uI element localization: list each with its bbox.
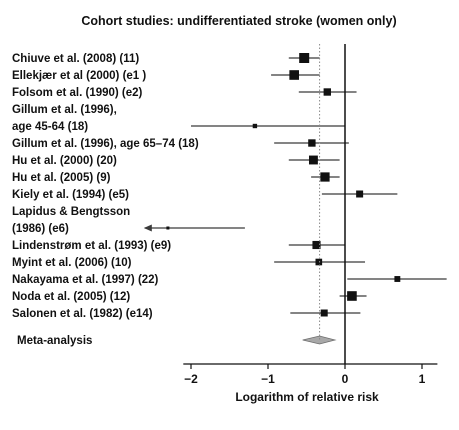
study-row: Gillum et al. (1996), age 65–74 (18) xyxy=(12,138,349,150)
point-estimate xyxy=(315,258,323,266)
point-estimate xyxy=(252,123,258,129)
x-axis-title: Logarithm of relative risk xyxy=(235,390,379,404)
point-estimate xyxy=(308,139,316,147)
point-estimate xyxy=(356,190,364,198)
chart-title: Cohort studies: undifferentiated stroke … xyxy=(81,14,396,28)
study-row: Folsom et al. (1990) (e2) xyxy=(12,87,357,99)
point-estimate xyxy=(320,309,328,317)
study-row: Gillum et al. (1996), age 45-64 (18) xyxy=(12,104,345,133)
point-estimate xyxy=(347,291,357,301)
point-estimate xyxy=(289,70,299,80)
point-estimate xyxy=(320,172,330,182)
left-arrow-head xyxy=(143,224,152,232)
study-row: Kiely et al. (1994) (e5) xyxy=(12,189,398,201)
x-tick-label: 0 xyxy=(342,372,349,386)
study-label: Gillum et al. (1996), xyxy=(12,104,117,116)
point-estimate xyxy=(299,53,310,63)
study-label: Lindenstrøm et al. (1993) (e9) xyxy=(12,240,171,252)
study-label: Kiely et al. (1994) (e5) xyxy=(12,189,129,201)
point-estimate xyxy=(308,155,318,165)
study-label: Lapidus & Bengtsson xyxy=(12,206,130,218)
study-label: Gillum et al. (1996), age 65–74 (18) xyxy=(12,138,199,150)
study-row: Lapidus & Bengtsson (1986) (e6) xyxy=(12,206,245,235)
study-row: Lindenstrøm et al. (1993) (e9) xyxy=(12,240,345,252)
x-tick-label: −1 xyxy=(261,372,275,386)
point-estimate xyxy=(323,88,331,96)
study-label: Noda et al. (2005) (12) xyxy=(12,291,130,303)
study-row: Hu et al. (2005) (9) xyxy=(12,172,340,184)
study-label: Hu et al. (2005) (9) xyxy=(12,172,111,184)
point-estimate xyxy=(394,276,401,282)
study-label: (1986) (e6) xyxy=(12,223,69,235)
meta-analysis-label: Meta-analysis xyxy=(17,335,92,347)
study-label: Nakayama et al. (1997) (22) xyxy=(12,274,159,286)
study-label: Chiuve et al. (2008) (11) xyxy=(12,53,139,65)
study-label: age 45-64 (18) xyxy=(12,121,88,133)
study-label: Salonen et al. (1982) (e14) xyxy=(12,308,153,320)
study-row: Hu et al. (2000) (20) xyxy=(12,155,340,167)
study-row: Ellekjær et al (2000) (e1 ) xyxy=(12,70,320,82)
study-row: Nakayama et al. (1997) (22) xyxy=(12,274,447,286)
x-tick-label: −2 xyxy=(184,372,198,386)
study-label: Folsom et al. (1990) (e2) xyxy=(12,87,143,99)
point-estimate xyxy=(166,226,170,230)
study-row: Chiuve et al. (2008) (11) xyxy=(12,53,320,65)
point-estimate xyxy=(312,240,321,250)
study-label: Myint et al. (2006) (10) xyxy=(12,257,132,269)
study-row: Salonen et al. (1982) (e14) xyxy=(12,308,361,320)
study-row: Noda et al. (2005) (12) xyxy=(12,291,367,303)
meta-analysis-diamond xyxy=(302,335,337,345)
x-tick-label: 1 xyxy=(419,372,426,386)
study-rows: Chiuve et al. (2008) (11) Ellekjær et al … xyxy=(12,53,447,347)
study-label: Ellekjær et al (2000) (e1 ) xyxy=(12,70,146,82)
study-label: Hu et al. (2000) (20) xyxy=(12,155,117,167)
study-row: Myint et al. (2006) (10) xyxy=(12,257,366,269)
x-axis: −2 −1 0 1 xyxy=(183,44,438,386)
